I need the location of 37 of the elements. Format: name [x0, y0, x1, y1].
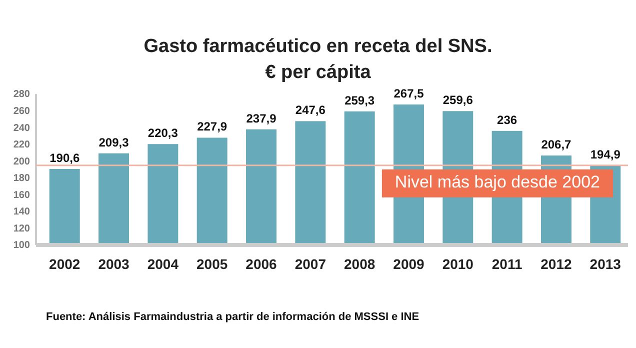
y-tick-label: 180 [13, 173, 30, 184]
x-tick-label: 2013 [590, 256, 622, 272]
data-label: 259,3 [344, 93, 375, 108]
data-label: 247,6 [295, 103, 326, 118]
data-label: 259,6 [442, 93, 474, 108]
y-tick-label: 200 [13, 156, 30, 168]
x-tick-label: 2010 [442, 256, 474, 272]
y-tick-label: 260 [13, 106, 30, 117]
y-tick-label: 220 [13, 140, 30, 151]
data-label: 194,9 [590, 147, 621, 162]
x-tick-label: 2008 [344, 256, 376, 272]
data-label: 267,5 [394, 86, 424, 100]
x-tick-label: 2006 [246, 256, 278, 272]
data-label: 220,3 [148, 126, 178, 140]
x-tick-label: 2004 [147, 256, 179, 272]
x-tick-label: 2009 [393, 256, 425, 272]
x-tick-label: 2012 [540, 256, 572, 272]
data-label: 209,3 [98, 135, 130, 150]
chart-title: Gasto farmacéutico en receta del SNS. € per cápita [144, 36, 492, 83]
ref-line-label: Nivel más bajo desde 2002 [394, 172, 600, 192]
y-tick-label: 160 [13, 190, 30, 201]
data-label: 237,9 [246, 111, 277, 126]
x-tick-label: 2002 [49, 256, 80, 272]
y-tick-label: 280 [13, 89, 30, 100]
y-tick-label: 240 [13, 122, 30, 134]
x-tick-label: 2011 [492, 256, 522, 272]
data-label: 227,9 [197, 120, 228, 134]
y-tick-label: 140 [13, 206, 30, 218]
data-label: 236 [497, 112, 518, 127]
source-note: Fuente: Análisis Farmaindustria a partir de información de MSSSI e INE [46, 311, 420, 323]
y-tick-label: 120 [13, 223, 30, 234]
x-tick-label: 2007 [294, 256, 326, 272]
data-label: 206,7 [541, 137, 572, 152]
x-tick-label: 2003 [98, 256, 130, 272]
x-tick-label: 2005 [196, 256, 228, 272]
y-tick-label: 100 [13, 240, 30, 252]
data-label: 190,6 [50, 150, 80, 165]
